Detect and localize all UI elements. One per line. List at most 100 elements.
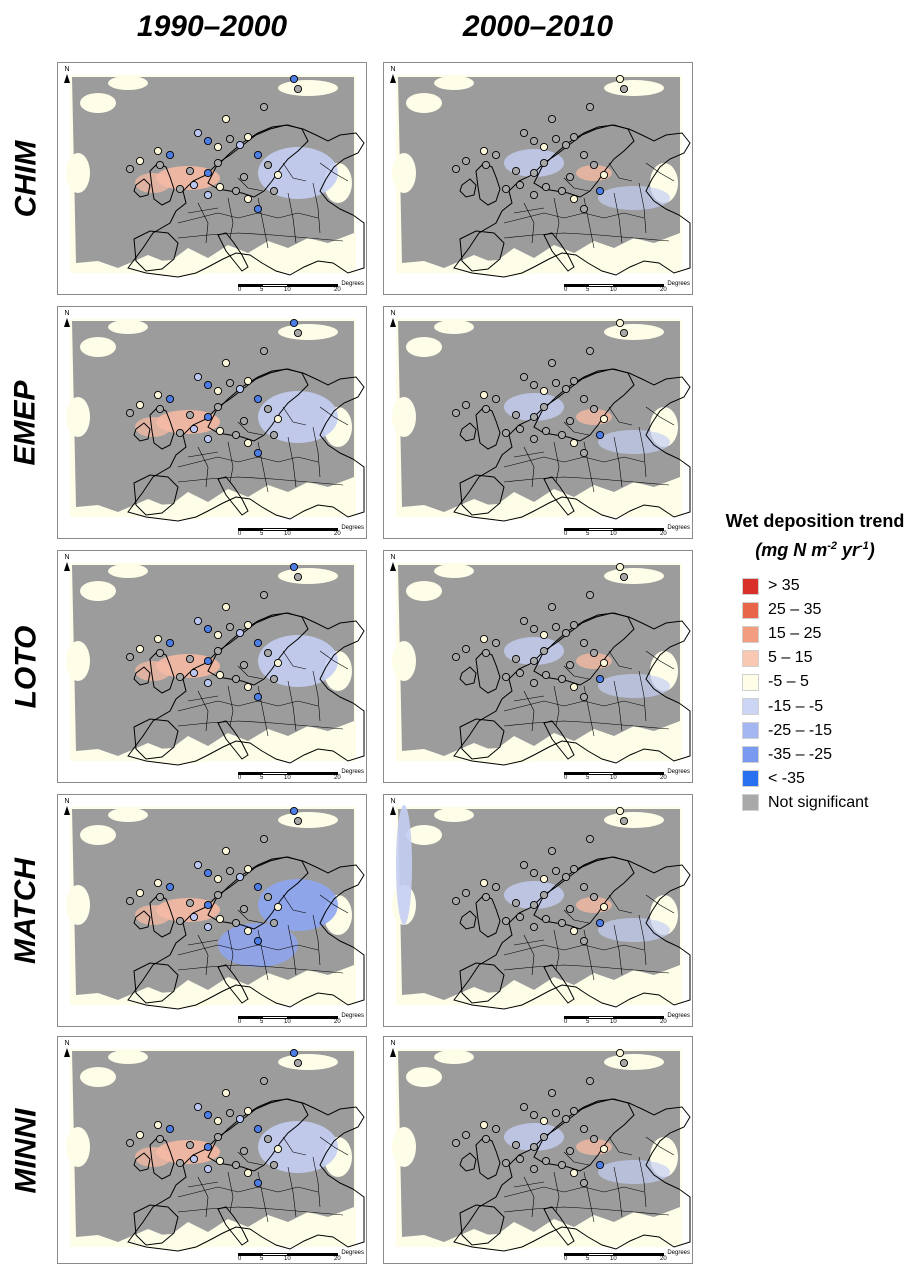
- station-marker: [547, 1088, 557, 1098]
- station-marker: [529, 1110, 539, 1120]
- legend-label: 25 – 35: [768, 601, 822, 619]
- station-marker: [551, 866, 561, 876]
- station-marker: [153, 878, 163, 888]
- station-marker: [529, 868, 539, 878]
- scale-bar: 0 5 10 20 Degrees: [238, 1250, 364, 1262]
- station-marker: [515, 668, 525, 678]
- station-marker: [479, 390, 489, 400]
- station-marker: [243, 194, 253, 204]
- station-marker: [213, 402, 223, 412]
- station-marker: [235, 628, 245, 638]
- station-marker: [243, 682, 253, 692]
- station-marker: [501, 672, 511, 682]
- station-marker: [585, 1076, 595, 1086]
- station-marker: [231, 918, 241, 928]
- station-marker: [541, 182, 551, 192]
- station-marker: [193, 1102, 203, 1112]
- station-marker: [231, 674, 241, 684]
- station-marker: [565, 416, 575, 426]
- legend-label: Not significant: [768, 793, 869, 811]
- station-marker: [225, 1108, 235, 1118]
- station-marker: [585, 102, 595, 112]
- station-marker: [529, 1142, 539, 1152]
- station-marker: [225, 378, 235, 388]
- station-marker: [263, 1134, 273, 1144]
- station-marker: [239, 660, 249, 670]
- column-title-1990-2000: 1990–2000: [136, 10, 288, 43]
- station-marker: [529, 1164, 539, 1174]
- station-marker: [579, 692, 589, 702]
- station-marker: [599, 902, 609, 912]
- station-marker: [203, 380, 213, 390]
- station-marker: [579, 150, 589, 160]
- station-marker: [615, 562, 625, 572]
- station-marker: [231, 1160, 241, 1170]
- station-marker: [599, 658, 609, 668]
- station-marker: [253, 1178, 263, 1188]
- station-marker: [239, 416, 249, 426]
- legend-swatch: [742, 746, 759, 764]
- station-marker: [551, 1108, 561, 1118]
- legend-swatch: [742, 601, 759, 619]
- station-marker: [243, 926, 253, 936]
- station-marker: [213, 1132, 223, 1142]
- station-marker: [175, 672, 185, 682]
- station-marker: [155, 1134, 165, 1144]
- legend-title: Wet deposition trend: [725, 511, 905, 531]
- north-arrow-icon: N: [62, 798, 72, 815]
- station-marker: [529, 412, 539, 422]
- station-marker: [491, 882, 501, 892]
- station-marker: [293, 816, 303, 826]
- station-marker: [155, 892, 165, 902]
- map-panel-match-2000-2010: N 0 5 10 20 Degrees: [383, 794, 693, 1027]
- legend-items: > 35 25 – 35 15 – 25 5 – 15 -5 – 5 -15 – -5 -2…: [742, 574, 924, 815]
- station-marker: [619, 572, 629, 582]
- station-marker: [561, 872, 571, 882]
- station-marker: [213, 646, 223, 656]
- station-marker: [215, 1156, 225, 1166]
- station-marker: [263, 160, 273, 170]
- station-marker: [221, 358, 231, 368]
- station-marker: [481, 648, 491, 658]
- station-marker: [253, 692, 263, 702]
- station-marker: [579, 936, 589, 946]
- station-marker: [519, 860, 529, 870]
- map-panel-emep-1990-2000: N 0 5 10 20 Degrees: [57, 306, 367, 539]
- station-marker: [619, 816, 629, 826]
- station-marker: [561, 1114, 571, 1124]
- row-title-minni: MINNI: [9, 1108, 42, 1194]
- station-marker: [579, 448, 589, 458]
- station-marker: [461, 156, 471, 166]
- legend-swatch: [742, 649, 759, 667]
- station-marker: [529, 624, 539, 634]
- legend-label: < -35: [768, 769, 805, 787]
- station-marker: [501, 1158, 511, 1168]
- station-marker: [125, 896, 135, 906]
- station-marker: [215, 914, 225, 924]
- station-marker: [615, 318, 625, 328]
- station-marker: [175, 916, 185, 926]
- station-marker: [189, 668, 199, 678]
- scale-bar: 0 5 10 20 Degrees: [564, 1250, 690, 1262]
- station-marker: [579, 394, 589, 404]
- station-marker: [193, 128, 203, 138]
- map-panel-minni-1990-2000: N 0 5 10 20 Degrees: [57, 1036, 367, 1264]
- station-marker: [189, 424, 199, 434]
- station-marker: [565, 172, 575, 182]
- station-marker: [561, 140, 571, 150]
- station-marker: [539, 402, 549, 412]
- station-marker: [451, 652, 461, 662]
- station-marker: [595, 674, 605, 684]
- map-canvas: [392, 805, 691, 1010]
- legend-item: -5 – 5: [742, 670, 924, 694]
- station-marker: [153, 146, 163, 156]
- station-marker: [529, 656, 539, 666]
- station-marker: [461, 888, 471, 898]
- station-marker: [225, 866, 235, 876]
- station-marker: [569, 194, 579, 204]
- map-canvas: [392, 562, 691, 766]
- station-marker: [515, 912, 525, 922]
- map-panel-emep-2000-2010: N 0 5 10 20 Degrees: [383, 306, 693, 539]
- station-marker: [273, 414, 283, 424]
- legend-item: -25 – -15: [742, 719, 924, 743]
